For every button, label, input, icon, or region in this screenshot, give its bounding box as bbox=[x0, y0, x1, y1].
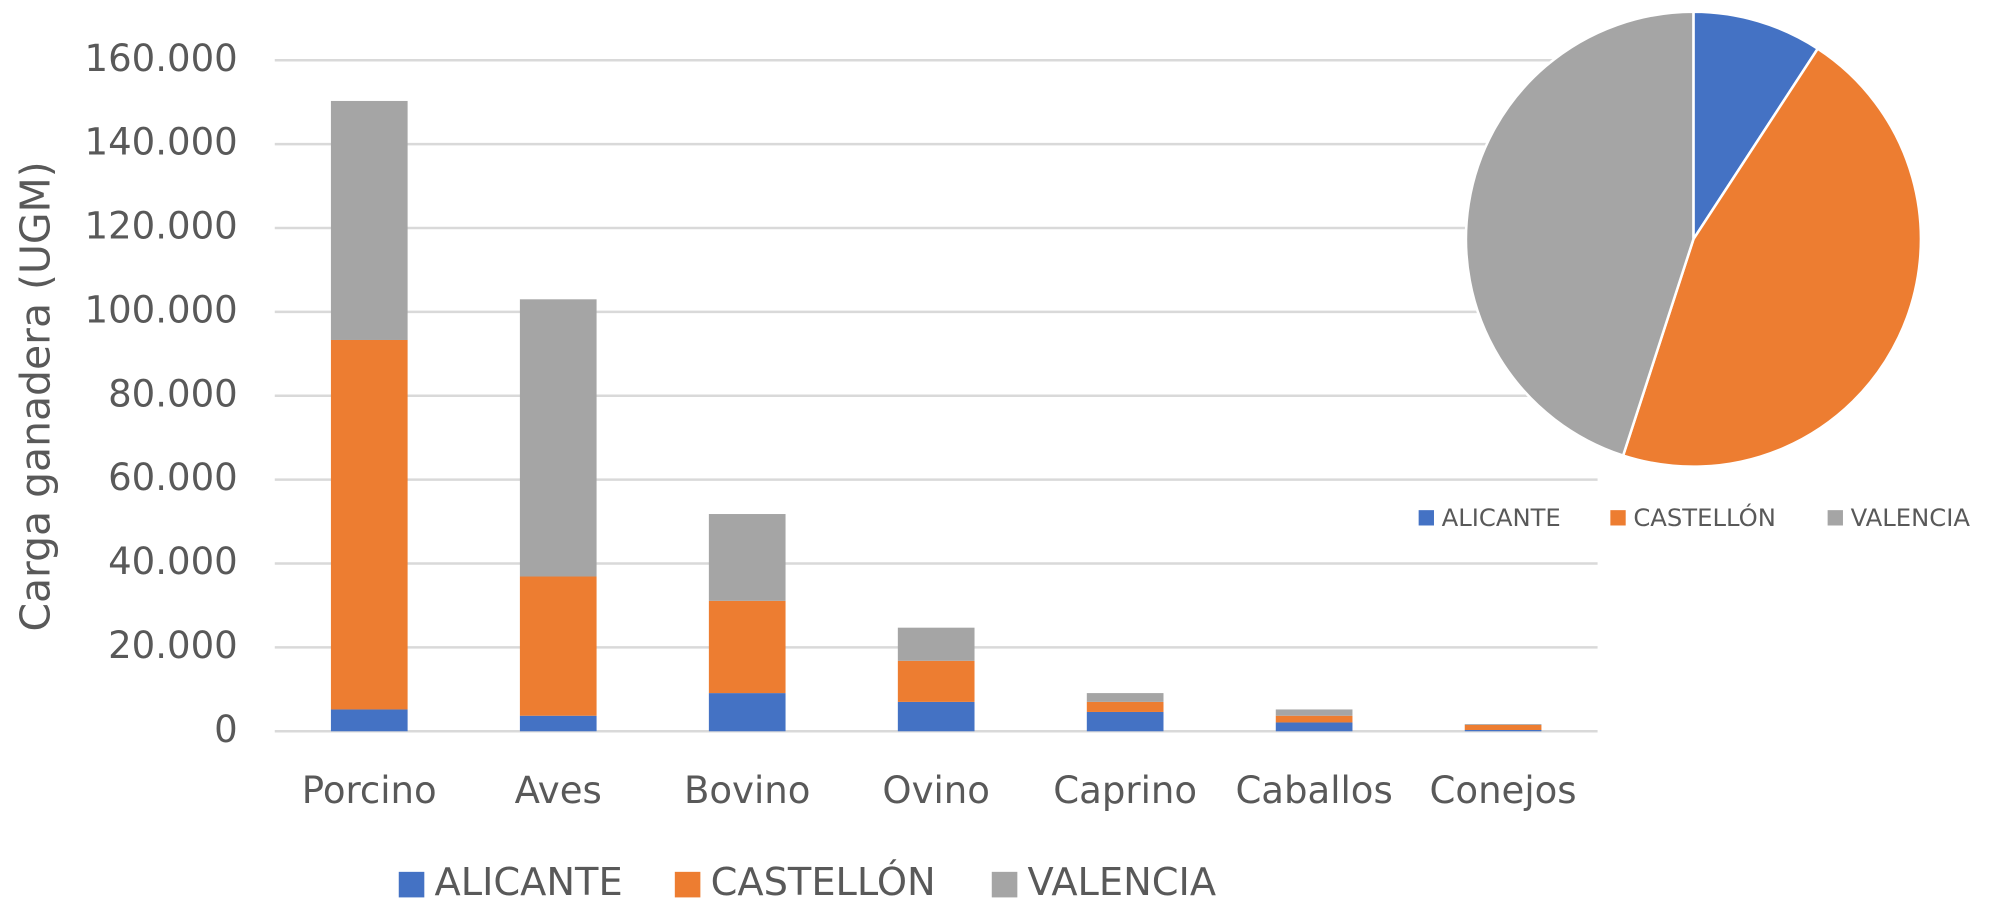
legend-label: CASTELLÓN bbox=[1633, 502, 1776, 532]
legend-label: ALICANTE bbox=[435, 860, 623, 904]
bar-segment bbox=[1086, 701, 1164, 712]
y-axis-label: Carga ganadera (UGM) bbox=[11, 161, 59, 631]
pie-slice bbox=[1692, 10, 1820, 244]
y-tick-label: 80.000 bbox=[108, 372, 238, 415]
bar-segment bbox=[519, 715, 597, 732]
bar-segment bbox=[519, 299, 597, 577]
legend-swatch bbox=[1610, 510, 1626, 526]
legend-swatch bbox=[991, 871, 1018, 898]
x-tick-label: Conejos bbox=[1430, 769, 1577, 812]
y-tick-label: 160.000 bbox=[85, 37, 238, 80]
legend-swatch bbox=[398, 871, 425, 898]
bar-segment bbox=[1275, 722, 1353, 732]
y-tick-label: 140.000 bbox=[85, 121, 238, 164]
legend-swatch bbox=[674, 871, 701, 898]
bar-segment bbox=[330, 100, 408, 340]
bar-segment bbox=[330, 709, 408, 732]
y-tick-label: 40.000 bbox=[108, 540, 238, 583]
x-tick-label: Ovino bbox=[882, 769, 990, 812]
bar-segment bbox=[897, 627, 975, 661]
x-tick-label: Caprino bbox=[1053, 769, 1197, 812]
bar-segment bbox=[1086, 711, 1164, 732]
x-tick-label: Porcino bbox=[302, 769, 437, 812]
bar-segment bbox=[897, 701, 975, 732]
y-tick-label: 120.000 bbox=[85, 205, 238, 248]
bar-segment bbox=[1275, 709, 1353, 716]
legend-swatch bbox=[1418, 510, 1434, 526]
x-tick-label: Bovino bbox=[684, 769, 810, 812]
bar-segment bbox=[519, 576, 597, 716]
y-tick-label: 0 bbox=[214, 708, 238, 751]
bar-segment bbox=[708, 600, 786, 694]
legend-label: VALENCIA bbox=[1028, 860, 1217, 904]
legend-swatch bbox=[1827, 510, 1843, 526]
legend-label: ALICANTE bbox=[1442, 503, 1561, 532]
legend-label: VALENCIA bbox=[1851, 503, 1971, 532]
y-tick-label: 20.000 bbox=[108, 624, 238, 667]
legend-label: CASTELLÓN bbox=[711, 858, 936, 904]
bar-segment bbox=[1275, 715, 1353, 723]
bar-segment bbox=[1086, 693, 1164, 702]
bar-segment bbox=[330, 339, 408, 710]
x-tick-label: Caballos bbox=[1235, 769, 1392, 812]
pie-slice bbox=[1464, 10, 1695, 458]
bar-segment bbox=[1464, 724, 1542, 730]
bar-segment bbox=[897, 660, 975, 702]
y-tick-label: 100.000 bbox=[85, 288, 238, 331]
bar-segment bbox=[708, 514, 786, 601]
bar-segment bbox=[1464, 729, 1542, 732]
y-tick-label: 60.000 bbox=[108, 456, 238, 499]
x-tick-label: Aves bbox=[515, 769, 602, 812]
pie-slice bbox=[1621, 46, 1923, 468]
bar-segment bbox=[708, 693, 786, 732]
bar-segment bbox=[1464, 724, 1542, 725]
